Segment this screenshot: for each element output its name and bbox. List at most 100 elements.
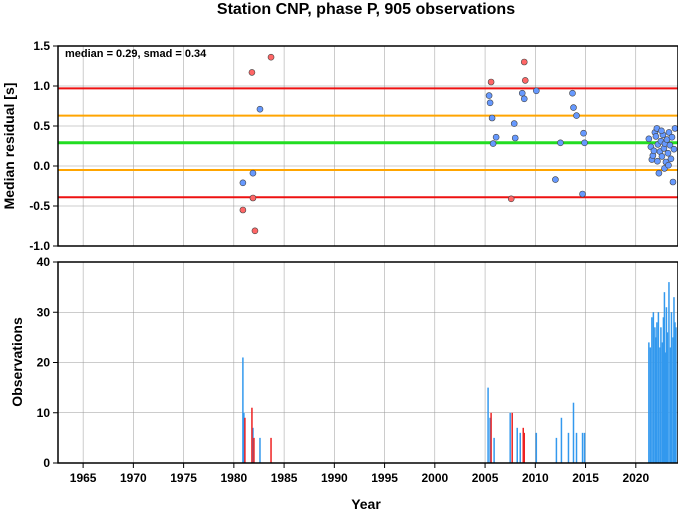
residual-outlier-point bbox=[520, 58, 528, 66]
observation-bar bbox=[657, 312, 660, 463]
x-tick-label: 2005 bbox=[472, 471, 499, 485]
x-tick-label: 1970 bbox=[120, 471, 147, 485]
observation-bar bbox=[659, 347, 661, 463]
residual-point bbox=[511, 134, 519, 142]
residual-point bbox=[249, 169, 257, 177]
residual-point bbox=[533, 87, 540, 95]
residual-point bbox=[239, 179, 247, 187]
x-tick-label: 1995 bbox=[371, 471, 398, 485]
observation-outlier-bar bbox=[522, 427, 525, 463]
observation-bar bbox=[666, 332, 669, 463]
residual-y-tick-label: -1.0 bbox=[29, 239, 50, 253]
residual-point bbox=[671, 125, 678, 132]
residual-outlier-point bbox=[521, 77, 529, 84]
residual-point bbox=[652, 133, 660, 140]
observation-bar bbox=[259, 437, 261, 463]
observations-y-tick-label: 30 bbox=[37, 305, 51, 319]
observation-bar bbox=[572, 402, 575, 463]
residual-point bbox=[667, 155, 675, 163]
residual-y-ticks: 1.5 1.0 0.5 0.0 -0.5 -1.0 bbox=[29, 39, 58, 253]
residual-point bbox=[664, 149, 672, 157]
observation-bar bbox=[654, 327, 656, 463]
observation-bar bbox=[669, 347, 672, 463]
observation-bar bbox=[535, 432, 538, 463]
observations-y-tick-label: 40 bbox=[37, 255, 51, 269]
residual-point bbox=[569, 89, 576, 97]
residual-y-tick-label: -0.5 bbox=[29, 199, 50, 213]
observation-bar bbox=[670, 312, 673, 463]
residual-point bbox=[670, 145, 678, 153]
observation-bar bbox=[567, 432, 570, 463]
observation-bar bbox=[489, 417, 491, 463]
residual-outlier-point bbox=[487, 78, 495, 86]
residual-point bbox=[654, 157, 661, 165]
observation-bar bbox=[648, 342, 650, 463]
residual-point bbox=[518, 89, 526, 97]
residual-outlier-point bbox=[267, 53, 275, 61]
observation-bar bbox=[243, 412, 245, 463]
residual-y-axis-label: Median residual [s] bbox=[1, 83, 17, 210]
residual-point bbox=[256, 105, 264, 113]
observation-bar bbox=[581, 432, 584, 463]
chart-title: Station CNP, phase P, 905 observations bbox=[217, 1, 515, 18]
residual-point bbox=[658, 153, 666, 160]
residual-y-tick-label: 1.5 bbox=[33, 39, 50, 53]
observation-bar bbox=[509, 412, 511, 463]
residual-y-tick-label: 0.0 bbox=[33, 159, 50, 173]
observation-bar bbox=[583, 432, 586, 463]
observation-outlier-bar bbox=[511, 412, 513, 463]
residual-point bbox=[557, 139, 564, 147]
observation-outlier-bar bbox=[244, 417, 246, 463]
residual-point bbox=[492, 133, 500, 141]
residual-point bbox=[668, 133, 676, 141]
observation-outlier-bar bbox=[523, 432, 526, 463]
observation-bar bbox=[516, 427, 518, 463]
observations-bars bbox=[242, 282, 677, 463]
observation-bar bbox=[560, 417, 563, 463]
residual-point bbox=[645, 135, 653, 143]
observation-bar bbox=[668, 282, 670, 463]
observation-bar bbox=[663, 292, 666, 463]
x-axis-label: Year bbox=[351, 496, 381, 511]
residual-point bbox=[570, 104, 577, 111]
residual-point bbox=[581, 139, 588, 147]
observation-bar bbox=[575, 432, 578, 463]
residual-outlier-point bbox=[239, 206, 247, 214]
observations-y-tick-label: 0 bbox=[43, 456, 50, 470]
observation-bar bbox=[493, 437, 495, 463]
residual-point bbox=[552, 176, 559, 183]
residual-point bbox=[665, 161, 672, 169]
x-tick-label: 1985 bbox=[271, 471, 298, 485]
residual-outlier-point bbox=[251, 227, 259, 235]
observation-bar bbox=[242, 357, 244, 463]
residual-point bbox=[665, 129, 673, 136]
x-tick-label: 2010 bbox=[522, 471, 549, 485]
observation-bar bbox=[649, 347, 652, 463]
residual-point bbox=[655, 169, 663, 177]
residual-point bbox=[579, 190, 586, 198]
observation-outlier-bar bbox=[251, 407, 253, 463]
observation-bar bbox=[652, 312, 655, 463]
observation-bar bbox=[662, 317, 665, 463]
observation-bar bbox=[555, 437, 558, 463]
observation-bar bbox=[660, 327, 662, 463]
observation-outlier-bar bbox=[253, 437, 255, 463]
residual-point bbox=[485, 92, 493, 99]
observation-bar bbox=[519, 432, 521, 463]
observation-bar bbox=[655, 337, 657, 463]
residual-outlier-point bbox=[507, 195, 515, 203]
residual-point bbox=[520, 95, 528, 103]
residual-outlier-point bbox=[248, 69, 256, 76]
observation-bar bbox=[672, 337, 674, 463]
residual-outlier-point bbox=[249, 194, 257, 202]
x-axis-ticks: 1965 1970 1975 1980 1985 1990 1995 2000 2005 2010… bbox=[70, 463, 649, 485]
residual-point bbox=[658, 127, 665, 135]
x-tick-label: 1975 bbox=[170, 471, 197, 485]
residual-point bbox=[573, 112, 580, 119]
residual-reference-lines bbox=[58, 87, 678, 199]
residual-point bbox=[489, 140, 497, 147]
x-tick-label: 2000 bbox=[421, 471, 448, 485]
observation-bar bbox=[651, 317, 653, 463]
observations-y-ticks: 40 30 20 10 0 bbox=[37, 255, 58, 470]
